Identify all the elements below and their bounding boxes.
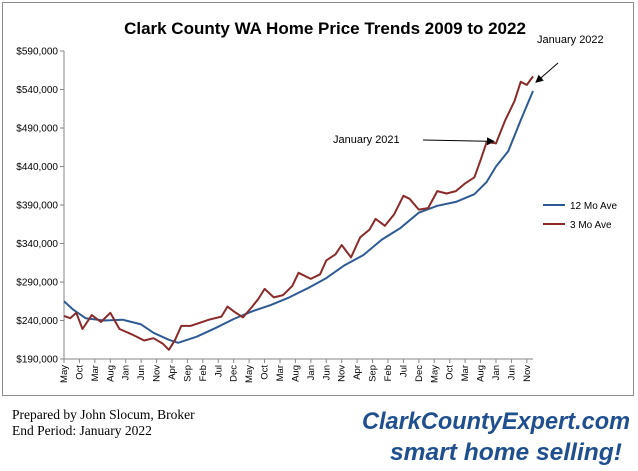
price-trend-chart: Clark County WA Home Price Trends 2009 t…: [16, 19, 618, 383]
legend-label-12mo: 12 Mo Ave: [570, 201, 618, 212]
chart-title: Clark County WA Home Price Trends 2009 t…: [124, 19, 526, 38]
x-tick-label: Jun: [321, 365, 332, 380]
x-tick-label: May: [244, 365, 255, 383]
x-tick-label: Nov: [522, 365, 533, 382]
chart-frame: Clark County WA Home Price Trends 2009 t…: [2, 2, 634, 396]
x-tick-label: May: [59, 365, 70, 383]
y-tick-label: $190,000: [16, 355, 58, 366]
x-tick-label: Oct: [74, 365, 85, 380]
x-tick-label: May: [429, 365, 440, 383]
annotation-arrow-2021: [422, 137, 495, 146]
annotations: January 2021 January 2022: [333, 34, 604, 146]
y-tick-label: $590,000: [16, 47, 58, 58]
y-tick-label: $290,000: [16, 278, 58, 289]
x-tick-label: Dec: [414, 365, 425, 382]
x-tick-label: Jun: [506, 365, 517, 380]
clarkcountyexpert-logo: ClarkCountyExpert.com smart home selling…: [361, 407, 630, 466]
x-tick-label: Jan: [306, 365, 317, 380]
x-tick-label: Jan: [121, 365, 132, 380]
logo-line-1: ClarkCountyExpert.com: [362, 408, 630, 435]
annotation-january-2021: January 2021: [333, 134, 400, 146]
y-tick-label: $540,000: [16, 85, 58, 96]
logo-line-2: smart home selling!: [390, 439, 622, 466]
x-tick-label: Apr: [167, 365, 178, 380]
x-tick-label: Aug: [105, 365, 116, 382]
end-period-line: End Period: January 2022: [12, 423, 152, 438]
x-tick-label: Feb: [198, 365, 209, 381]
y-tick-label: $340,000: [16, 239, 58, 250]
x-tick-label: Jun: [136, 365, 147, 380]
x-tick-label: Nov: [337, 365, 348, 382]
y-tick-label: $240,000: [16, 316, 58, 327]
x-tick-label: Mar: [90, 365, 101, 381]
x-tick-label: Jul: [213, 365, 224, 377]
x-tick-label: Oct: [260, 365, 271, 380]
legend-label-3mo: 3 Mo Ave: [570, 220, 612, 231]
prepared-by-note: Prepared by John Slocum, Broker End Peri…: [12, 407, 195, 439]
annotation-arrow-2022: [535, 62, 559, 83]
x-tick-label: Jul: [398, 365, 409, 377]
x-tick-label: Aug: [476, 365, 487, 382]
x-tick-label: Jan: [491, 365, 502, 380]
x-tick-label: Dec: [229, 365, 240, 382]
annotation-january-2022: January 2022: [537, 34, 604, 46]
x-tick-label: Apr: [352, 365, 363, 380]
x-tick-label: Feb: [383, 365, 394, 381]
y-tick-label: $490,000: [16, 124, 58, 135]
y-tick-label: $440,000: [16, 162, 58, 173]
plot-area: $190,000 $240,000 $290,000 $340,000 $390,000…: [16, 47, 534, 383]
x-tick-label: Aug: [290, 365, 301, 382]
series-line-3mo: [63, 75, 534, 351]
x-tick-label: Sep: [182, 365, 193, 382]
legend: 12 Mo Ave 3 Mo Ave: [543, 201, 618, 231]
x-tick-label: Mar: [460, 365, 471, 381]
x-tick-label: Sep: [368, 365, 379, 382]
prepared-by-line: Prepared by John Slocum, Broker: [12, 407, 195, 422]
x-tick-label: Oct: [445, 365, 456, 380]
x-tick-label: Mar: [275, 365, 286, 381]
y-tick-label: $390,000: [16, 201, 58, 212]
series-line-12mo: [63, 90, 534, 344]
x-tick-label: Nov: [152, 365, 163, 382]
